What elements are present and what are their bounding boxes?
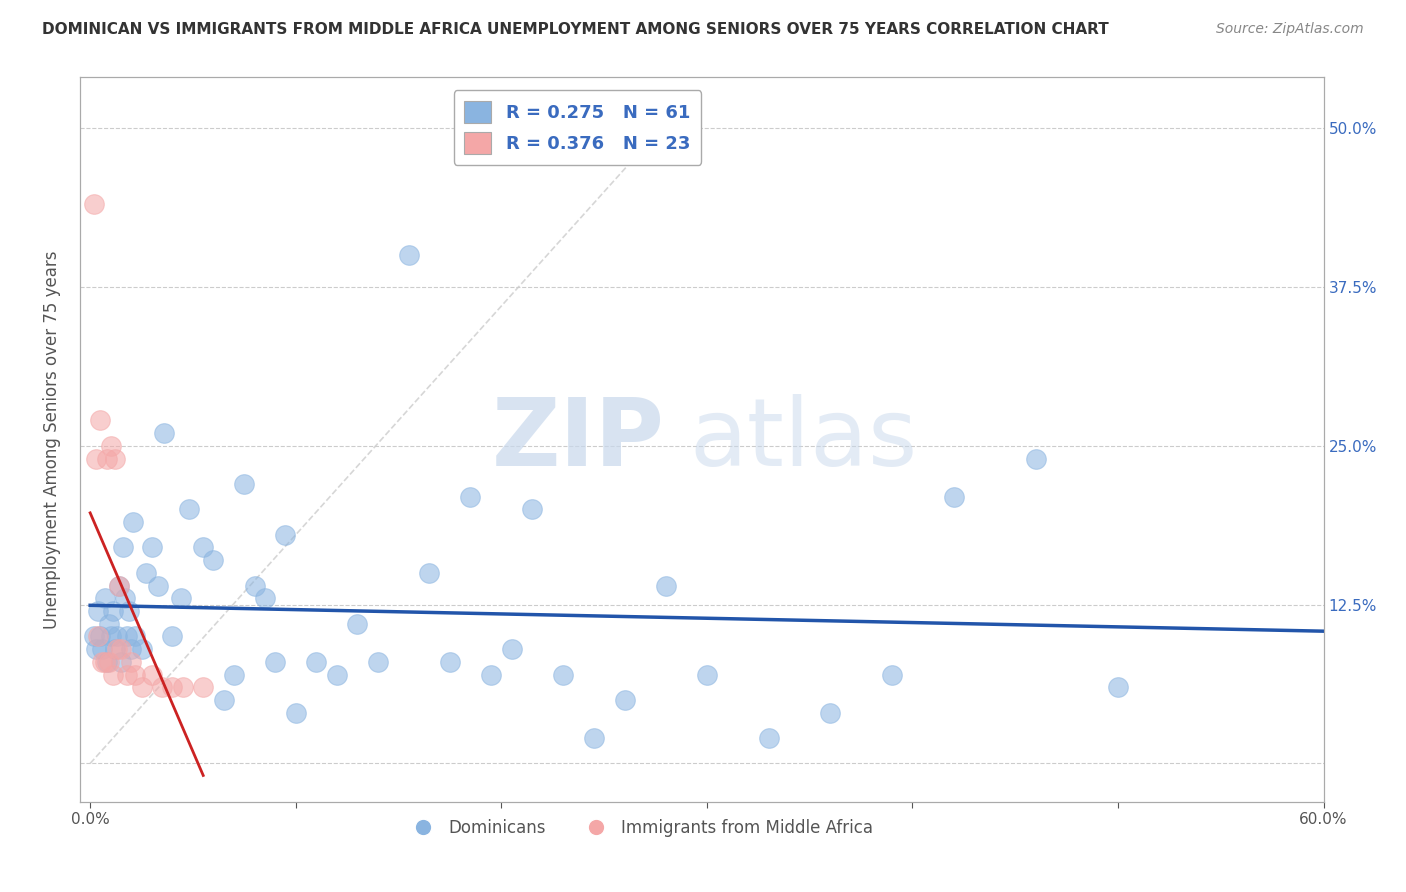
Point	[169, 591, 191, 606]
Point	[613, 693, 636, 707]
Point	[89, 629, 111, 643]
Point	[104, 642, 127, 657]
Point	[124, 667, 146, 681]
Point	[551, 667, 574, 681]
Point	[274, 528, 297, 542]
Point	[243, 579, 266, 593]
Point	[97, 655, 120, 669]
Point	[112, 541, 135, 555]
Point	[153, 426, 176, 441]
Point	[418, 566, 440, 580]
Point	[87, 604, 110, 618]
Point	[253, 591, 276, 606]
Point	[122, 515, 145, 529]
Point	[96, 451, 118, 466]
Point	[110, 642, 132, 657]
Point	[96, 655, 118, 669]
Point	[86, 451, 108, 466]
Point	[105, 629, 128, 643]
Point	[120, 642, 142, 657]
Point	[118, 604, 141, 618]
Point	[758, 731, 780, 745]
Point	[212, 693, 235, 707]
Point	[479, 667, 502, 681]
Point	[202, 553, 225, 567]
Point	[124, 629, 146, 643]
Point	[460, 490, 482, 504]
Point	[818, 706, 841, 720]
Point	[97, 616, 120, 631]
Point	[87, 629, 110, 643]
Point	[131, 680, 153, 694]
Point	[100, 629, 122, 643]
Point	[520, 502, 543, 516]
Point	[222, 667, 245, 681]
Point	[104, 451, 127, 466]
Text: ZIP: ZIP	[492, 393, 665, 485]
Text: DOMINICAN VS IMMIGRANTS FROM MIDDLE AFRICA UNEMPLOYMENT AMONG SENIORS OVER 75 YE: DOMINICAN VS IMMIGRANTS FROM MIDDLE AFRI…	[42, 22, 1109, 37]
Point	[655, 579, 678, 593]
Point	[141, 541, 163, 555]
Point	[115, 667, 138, 681]
Point	[93, 655, 115, 669]
Point	[398, 248, 420, 262]
Point	[696, 667, 718, 681]
Point	[83, 197, 105, 211]
Point	[101, 604, 124, 618]
Point	[367, 655, 389, 669]
Point	[101, 667, 124, 681]
Point	[86, 642, 108, 657]
Point	[264, 655, 287, 669]
Point	[193, 680, 215, 694]
Point	[105, 642, 128, 657]
Point	[141, 667, 163, 681]
Point	[305, 655, 328, 669]
Point	[439, 655, 461, 669]
Point	[233, 477, 256, 491]
Point	[942, 490, 965, 504]
Point	[177, 502, 200, 516]
Point	[326, 667, 349, 681]
Point	[880, 667, 903, 681]
Text: atlas: atlas	[689, 393, 918, 485]
Point	[91, 642, 114, 657]
Point	[131, 642, 153, 657]
Point	[89, 413, 111, 427]
Point	[162, 680, 184, 694]
Point	[114, 591, 136, 606]
Point	[1107, 680, 1129, 694]
Point	[1025, 451, 1047, 466]
Point	[91, 655, 114, 669]
Point	[83, 629, 105, 643]
Point	[120, 655, 142, 669]
Point	[108, 579, 131, 593]
Point	[501, 642, 523, 657]
Point	[284, 706, 307, 720]
Point	[108, 579, 131, 593]
Point	[100, 439, 122, 453]
Point	[582, 731, 605, 745]
Point	[162, 629, 184, 643]
Point	[110, 655, 132, 669]
Legend: Dominicans, Immigrants from Middle Africa: Dominicans, Immigrants from Middle Afric…	[399, 813, 879, 844]
Y-axis label: Unemployment Among Seniors over 75 years: Unemployment Among Seniors over 75 years	[44, 251, 60, 629]
Point	[115, 629, 138, 643]
Point	[193, 541, 215, 555]
Point	[93, 591, 115, 606]
Point	[172, 680, 194, 694]
Text: Source: ZipAtlas.com: Source: ZipAtlas.com	[1216, 22, 1364, 37]
Point	[150, 680, 173, 694]
Point	[146, 579, 169, 593]
Point	[135, 566, 157, 580]
Point	[346, 616, 368, 631]
